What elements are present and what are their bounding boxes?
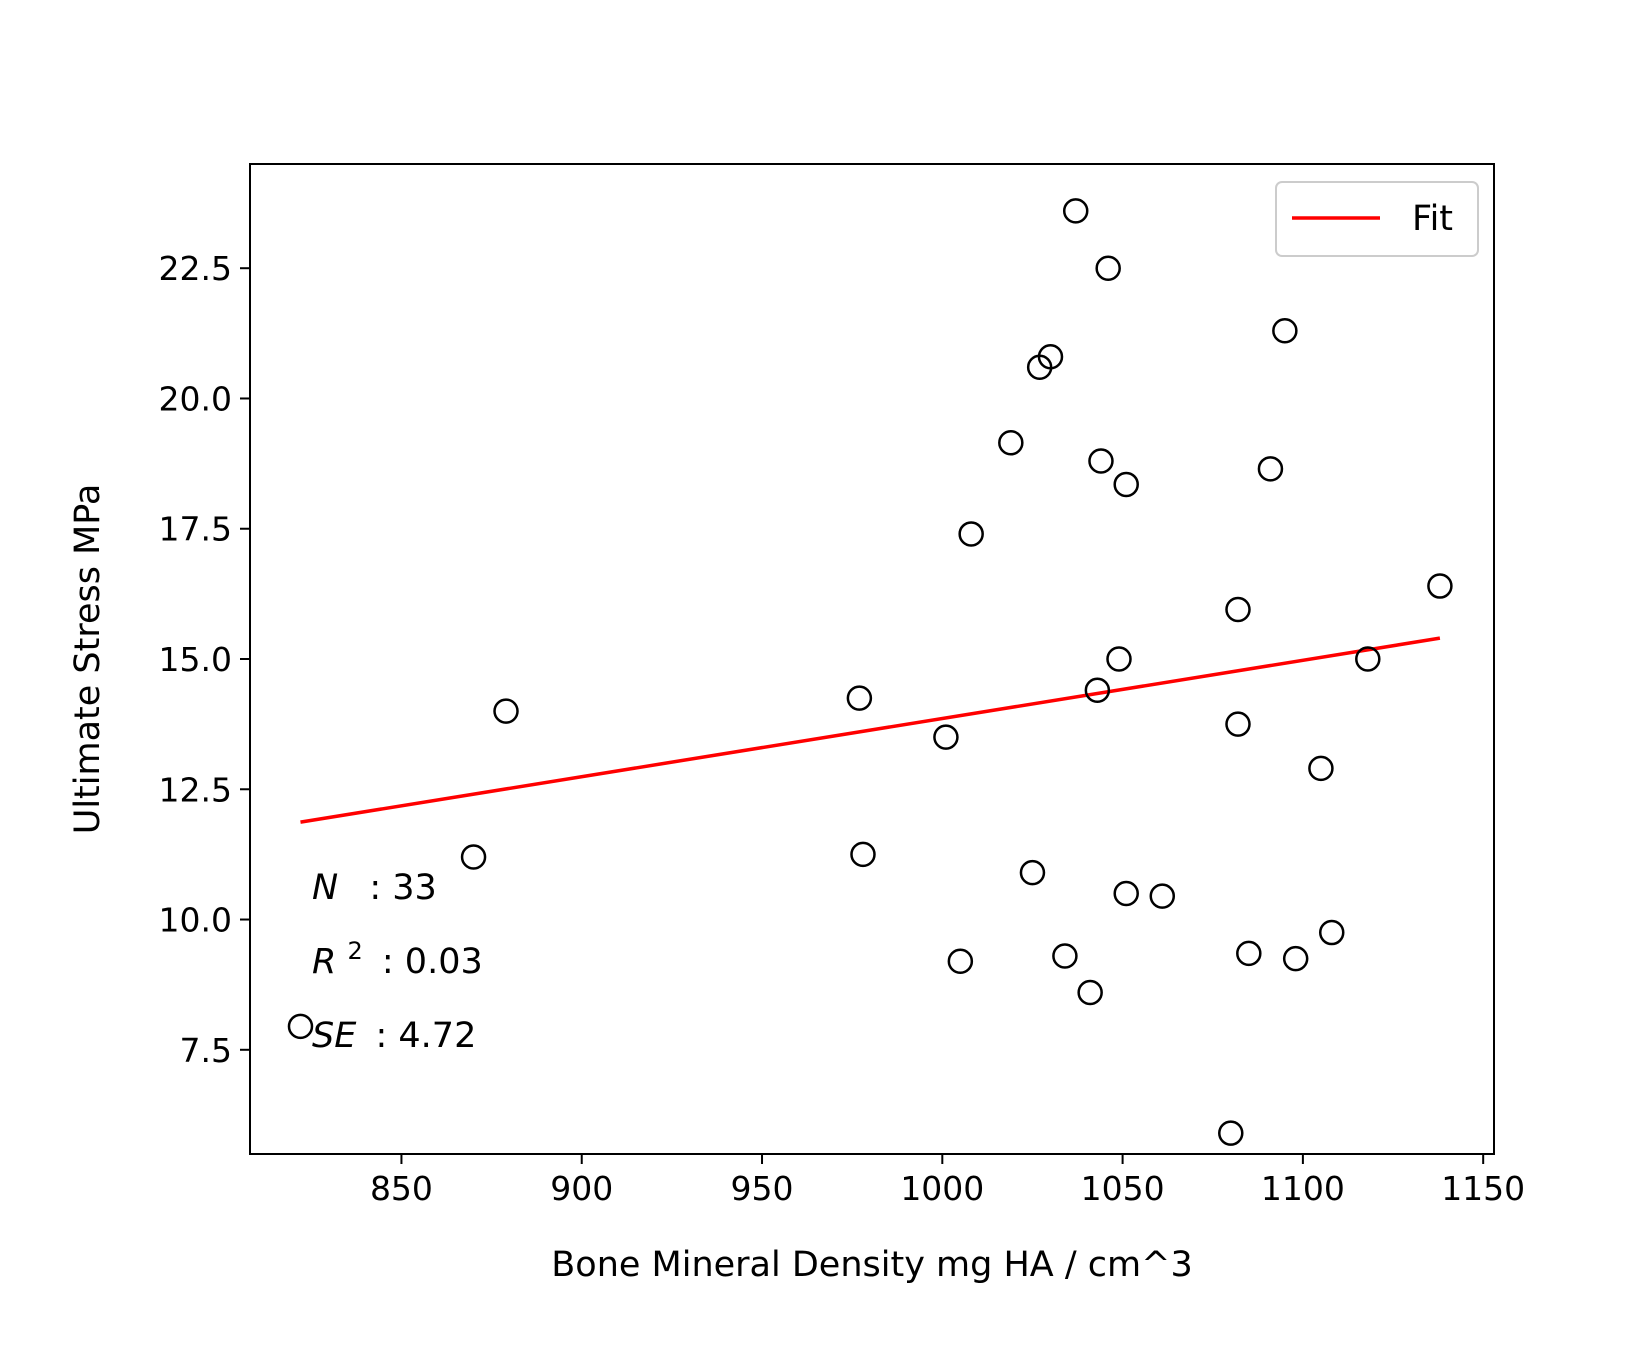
data-point bbox=[933, 724, 959, 750]
data-point bbox=[1019, 859, 1046, 886]
data-point bbox=[1225, 596, 1251, 623]
data-point bbox=[1318, 919, 1345, 946]
data-point bbox=[1077, 979, 1103, 1006]
data-point bbox=[1236, 940, 1262, 967]
stat-n-value: : 33 bbox=[369, 868, 436, 908]
data-point bbox=[1257, 456, 1284, 482]
y-tick-label: 20.0 bbox=[159, 379, 232, 418]
data-points bbox=[287, 198, 1453, 1146]
x-tick-label: 900 bbox=[550, 1169, 613, 1208]
stat-se-symbol: SE bbox=[312, 1016, 357, 1056]
data-point bbox=[1355, 646, 1381, 672]
data-point bbox=[958, 521, 984, 547]
fit-line-group bbox=[300, 636, 1441, 824]
data-point bbox=[998, 430, 1024, 456]
axis-ticks: 850 900 950 1000 1050 1100 1150 7.5 10.0 12.5 15.0… bbox=[159, 249, 1526, 1208]
stat-r2-symbol: R bbox=[312, 942, 336, 982]
x-tick-label: 950 bbox=[731, 1169, 794, 1208]
data-point bbox=[1218, 1120, 1244, 1146]
stat-r2: R 2 : 0.03 bbox=[312, 928, 483, 982]
data-point bbox=[1062, 198, 1089, 224]
stat-n: N : 33 bbox=[312, 868, 437, 908]
x-tick-label: 1150 bbox=[1441, 1169, 1525, 1208]
data-point bbox=[1225, 711, 1251, 737]
y-tick-label: 15.0 bbox=[159, 640, 232, 679]
stats-annotation: N : 33 R 2 : 0.03 SE : 4.72 bbox=[312, 868, 483, 1056]
legend-label-fit: Fit bbox=[1412, 199, 1453, 239]
y-tick-label: 7.5 bbox=[180, 1031, 232, 1070]
data-point bbox=[493, 698, 519, 724]
x-axis-label: Bone Mineral Density mg HA / cm^3 bbox=[551, 1245, 1192, 1285]
y-tick-label: 22.5 bbox=[159, 249, 232, 288]
data-point bbox=[1084, 677, 1111, 704]
x-tick-label: 1000 bbox=[900, 1169, 984, 1208]
data-point bbox=[460, 844, 487, 870]
legend: Fit bbox=[1275, 181, 1479, 257]
data-point bbox=[850, 841, 876, 868]
y-tick-label: 12.5 bbox=[159, 770, 232, 809]
x-tick-label: 1100 bbox=[1261, 1169, 1345, 1208]
stat-n-symbol: N bbox=[312, 868, 338, 908]
data-point bbox=[846, 685, 873, 711]
x-tick-label: 850 bbox=[370, 1169, 433, 1208]
y-tick-label: 17.5 bbox=[159, 510, 232, 549]
data-point bbox=[1095, 255, 1121, 281]
stat-se: SE : 4.72 bbox=[312, 1016, 476, 1056]
data-point bbox=[947, 948, 974, 974]
data-point bbox=[1282, 945, 1309, 972]
y-axis-label: Ultimate Stress MPa bbox=[68, 484, 108, 835]
data-point bbox=[1113, 471, 1139, 498]
data-point bbox=[1427, 573, 1453, 599]
plot-frame bbox=[249, 163, 1495, 1155]
x-tick-label: 1050 bbox=[1081, 1169, 1165, 1208]
data-point bbox=[1272, 317, 1298, 344]
data-point bbox=[1052, 943, 1078, 969]
y-tick-label: 10.0 bbox=[159, 901, 232, 940]
data-point bbox=[1088, 448, 1114, 474]
stat-se-value: : 4.72 bbox=[375, 1016, 476, 1056]
data-point bbox=[1308, 755, 1334, 782]
data-point bbox=[1106, 646, 1132, 672]
data-point bbox=[1037, 344, 1064, 370]
data-point bbox=[1149, 883, 1176, 909]
data-point bbox=[1113, 880, 1139, 907]
stat-r2-value: : 0.03 bbox=[382, 942, 483, 982]
data-point bbox=[287, 1013, 314, 1040]
stat-r2-sup: 2 bbox=[347, 937, 362, 965]
fit-line bbox=[300, 636, 1441, 824]
